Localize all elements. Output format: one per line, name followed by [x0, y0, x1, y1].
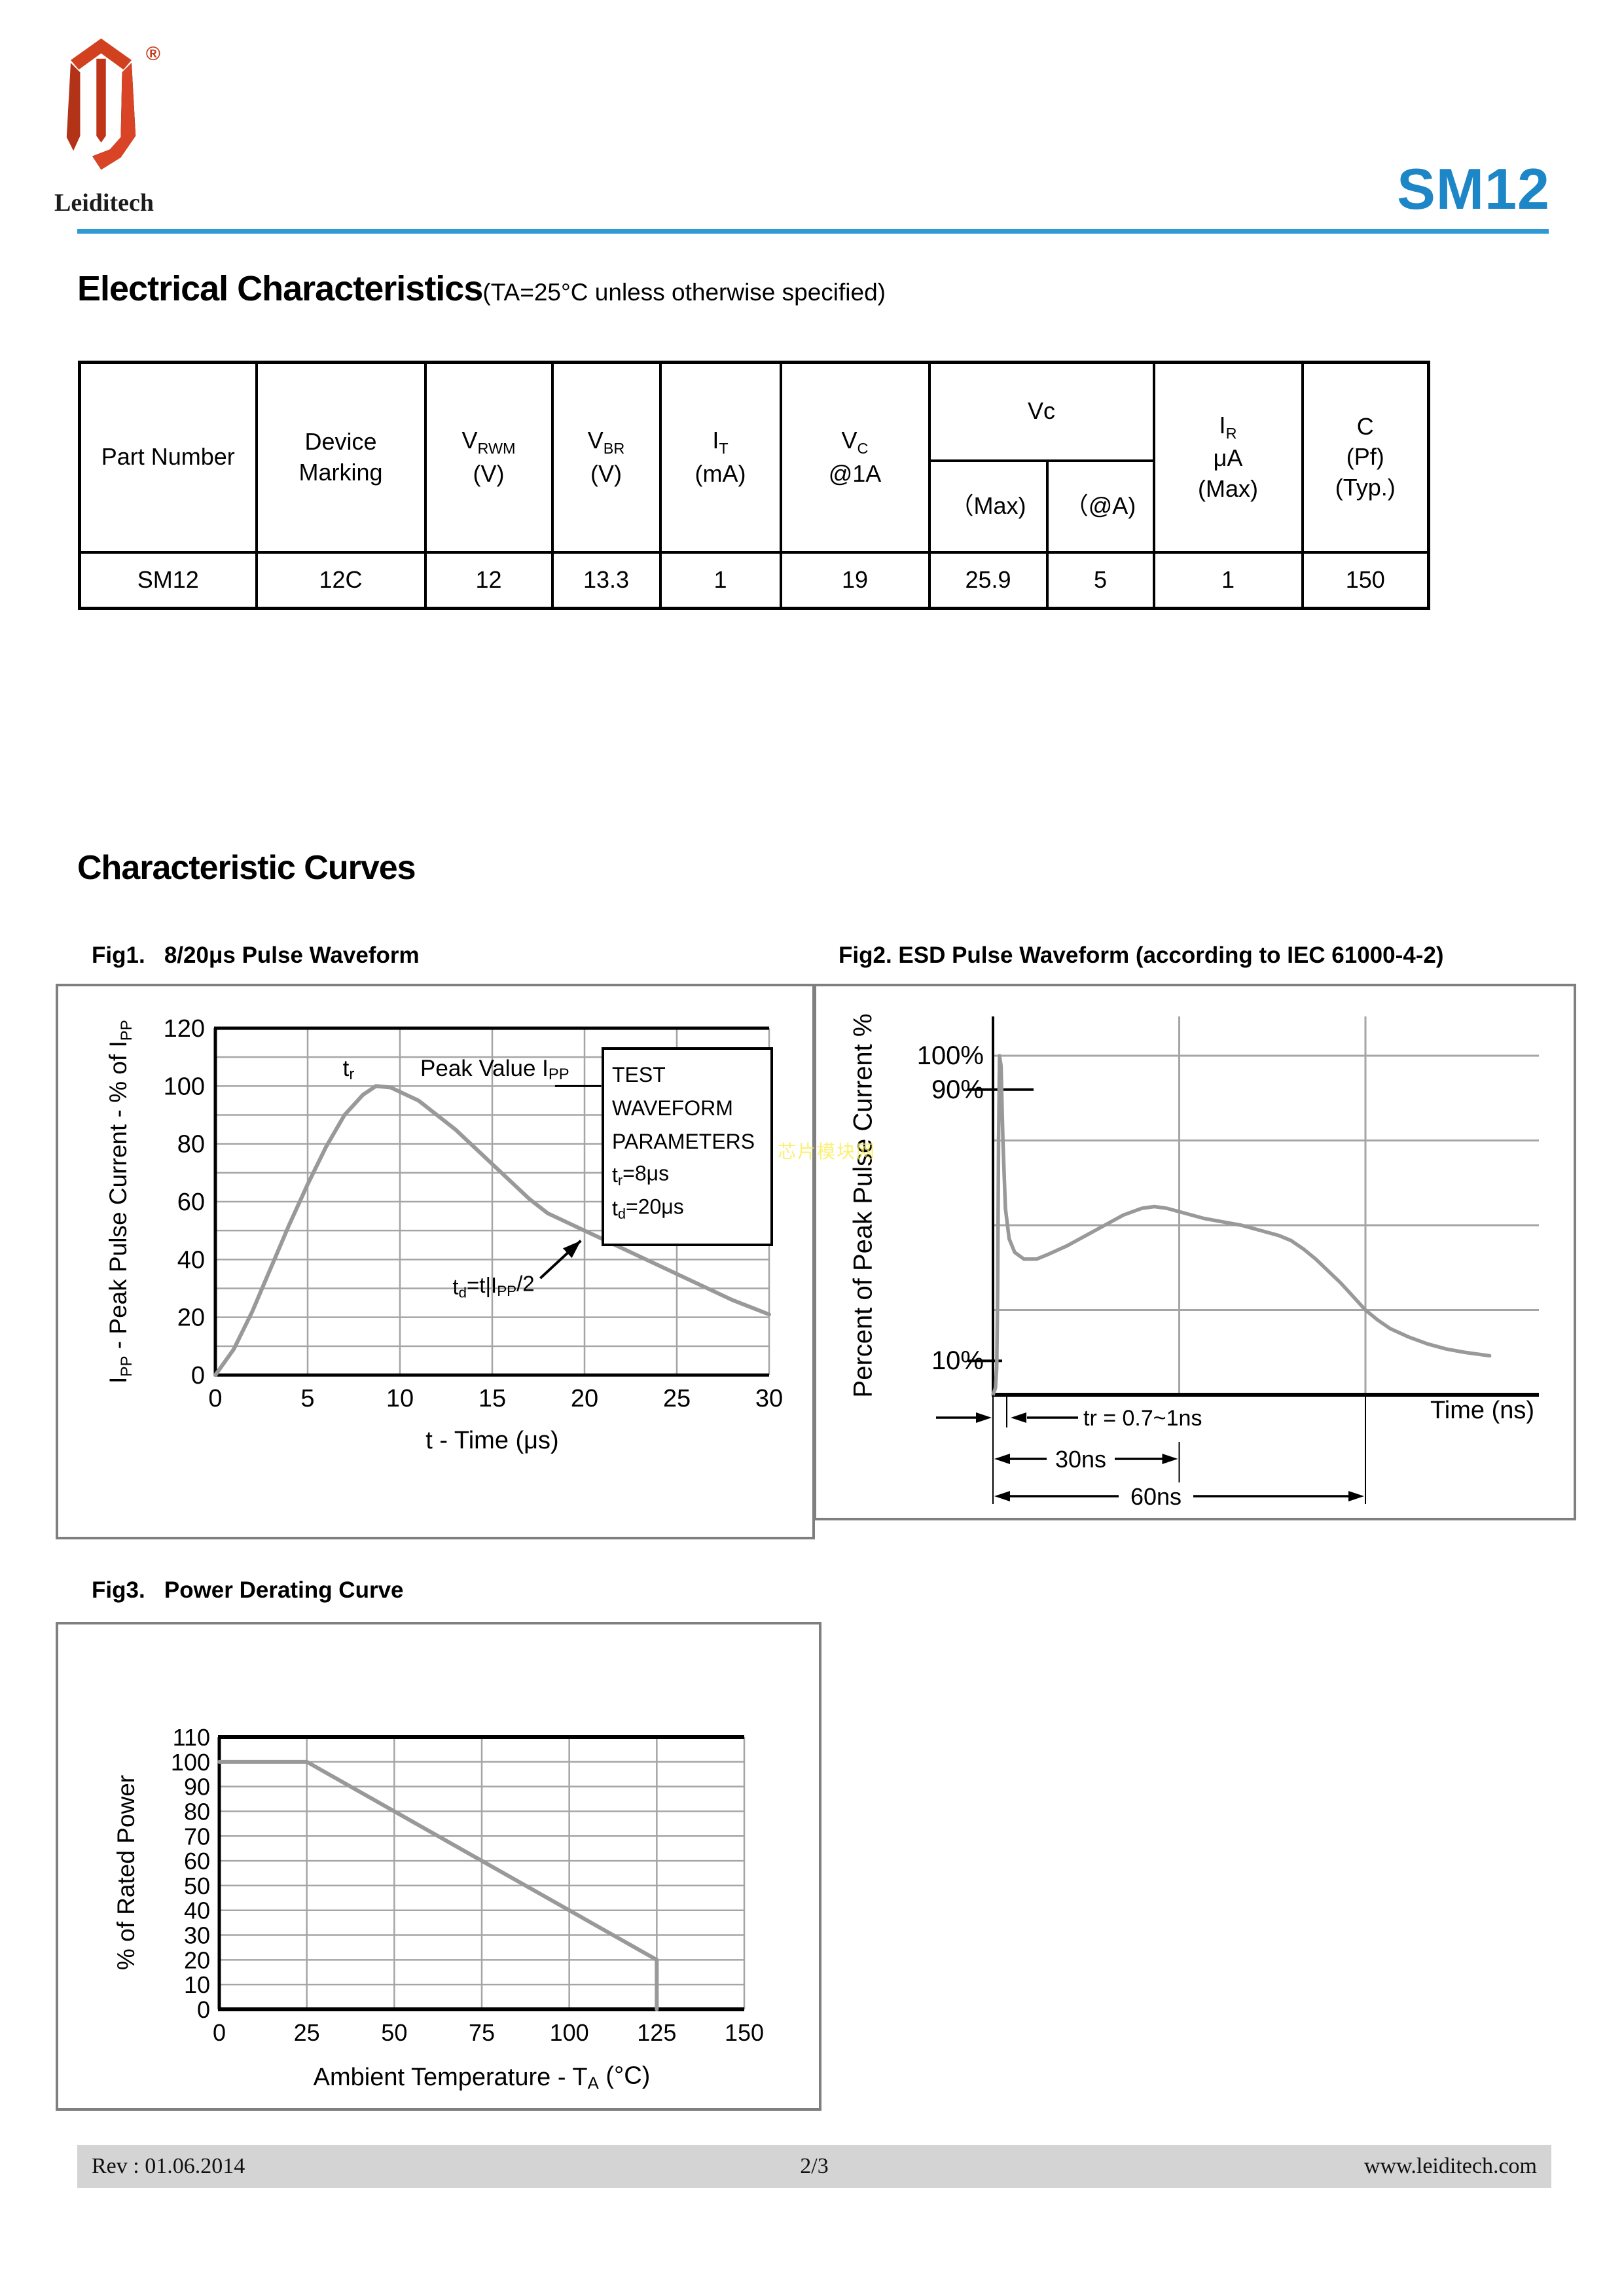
svg-text:25: 25 [663, 1385, 691, 1412]
svg-text:10: 10 [386, 1385, 414, 1412]
col-header-part-number: Part Number [78, 361, 258, 554]
svg-text:60: 60 [177, 1189, 205, 1216]
leiditech-logo-icon [66, 38, 136, 170]
svg-text:80: 80 [184, 1798, 210, 1825]
svg-text:0: 0 [213, 2019, 226, 2046]
svg-text:Ambient Temperature - TA (°C): Ambient Temperature - TA (°C) [314, 2062, 651, 2092]
cell-it: 1 [659, 550, 782, 610]
cell-device-marking: 12C [255, 550, 427, 610]
col-header-device-marking: Device Marking [255, 361, 427, 554]
col-header-vc-max: （Max) [928, 459, 1049, 554]
svg-text:75: 75 [469, 2019, 495, 2046]
section-title-electrical: Electrical Characteristics(TA=25°C unles… [77, 268, 886, 309]
svg-text:td=20μs: td=20μs [612, 1195, 684, 1222]
cell-vbr: 13.3 [550, 550, 662, 610]
svg-text:Time (ns): Time (ns) [1430, 1397, 1534, 1424]
svg-text:25: 25 [294, 2019, 320, 2046]
footer-website: www.leiditech.com [1363, 2154, 1537, 2178]
fig2-y-axis-label: Percent of Peak Pulse Current % [848, 1013, 878, 1398]
svg-text:70: 70 [184, 1823, 210, 1850]
fig2-title: Fig2. ESD Pulse Waveform (according to I… [839, 942, 1444, 968]
page-title-part-number: SM12 [1397, 156, 1550, 221]
svg-text:Peak Value IPP: Peak Value IPP [420, 1056, 569, 1083]
electrical-title: Electrical Characteristics [77, 269, 483, 308]
cell-vc-max: 25.9 [928, 550, 1049, 610]
cell-vrwm: 12 [424, 550, 554, 610]
cell-part-number: SM12 [78, 550, 258, 610]
fig3-title: Fig3. Power Derating Curve [92, 1577, 404, 1603]
svg-text:20: 20 [184, 1946, 210, 1973]
fig1-title: Fig1. 8/20μs Pulse Waveform [92, 942, 420, 968]
cell-c: 150 [1301, 550, 1430, 610]
table-row: SM12 12C 12 13.3 1 19 25.9 5 1 150 [78, 550, 1430, 610]
col-header-vc-1a: VC @1A [779, 361, 931, 554]
svg-text:t - Time (μs): t - Time (μs) [425, 1427, 558, 1454]
svg-text:120: 120 [164, 1015, 205, 1043]
svg-text:100: 100 [550, 2019, 589, 2046]
electrical-characteristics-table: Part Number Device Marking VRWM (V) VBR (V)… [78, 361, 1431, 610]
leiditech-logo: ® Leiditech [50, 25, 162, 221]
svg-text:150: 150 [725, 2019, 764, 2046]
col-header-vc: Vc [928, 361, 1155, 462]
svg-text:15: 15 [478, 1385, 506, 1412]
svg-text:110: 110 [173, 1724, 210, 1751]
svg-text:90: 90 [184, 1774, 210, 1801]
svg-text:40: 40 [177, 1246, 205, 1274]
col-header-vbr: VBR (V) [550, 361, 662, 554]
cell-vc-1a: 19 [779, 550, 931, 610]
fig2-chart: 100% 90% 10% Time (ns) tr = 0.7~1ns 30ns 60ns … [814, 984, 1576, 1520]
svg-text:tr: tr [343, 1056, 355, 1083]
svg-text:100%: 100% [917, 1041, 984, 1070]
fig3-y-axis-label: % of Rated Power [113, 1774, 139, 1971]
fig3-chart: 0 10 20 30 40 50 60 70 80 90 100 110 0 25 50 75 100 125 15… [56, 1622, 821, 2111]
svg-text:TEST: TEST [612, 1063, 666, 1086]
footer-revision: Rev : 01.06.2014 [92, 2154, 245, 2178]
section-title-curves: Characteristic Curves [77, 849, 416, 887]
col-header-vc-a: （@A) [1045, 459, 1155, 554]
svg-text:30ns: 30ns [1055, 1446, 1106, 1473]
svg-text:60: 60 [184, 1848, 210, 1874]
svg-text:30: 30 [755, 1385, 783, 1412]
fig1-plot: 0 20 40 60 80 100 120 0 5 10 15 20 25 30 t - Time (μs)… [164, 1015, 784, 1454]
svg-text:40: 40 [184, 1897, 210, 1924]
svg-text:10: 10 [184, 1971, 210, 1998]
fig1-y-axis-label: IPP - Peak Pulse Current - % of IPP [104, 1020, 136, 1384]
svg-text:0: 0 [197, 1996, 210, 2023]
cell-vc-a: 5 [1045, 550, 1155, 610]
footer-page-number: 2/3 [800, 2154, 829, 2178]
brand-name: Leiditech [54, 189, 154, 217]
registered-trademark-icon: ® [145, 43, 160, 65]
svg-text:WAVEFORM: WAVEFORM [612, 1096, 733, 1120]
header-divider [77, 229, 1549, 234]
svg-text:50: 50 [381, 2019, 407, 2046]
col-header-it: IT (mA) [659, 361, 782, 554]
col-header-vrwm: VRWM (V) [424, 361, 554, 554]
svg-text:tr = 0.7~1ns: tr = 0.7~1ns [1083, 1406, 1202, 1431]
electrical-subtitle: (TA=25°C unless otherwise specified) [482, 279, 886, 306]
svg-text:PARAMETERS: PARAMETERS [612, 1130, 755, 1153]
svg-text:80: 80 [177, 1131, 205, 1158]
svg-text:tr=8μs: tr=8μs [612, 1162, 669, 1189]
svg-text:125: 125 [637, 2019, 676, 2046]
svg-text:60ns: 60ns [1130, 1483, 1182, 1510]
fig1-chart: 0 20 40 60 80 100 120 0 5 10 15 20 25 30 t - Time (μs)… [56, 984, 815, 1539]
footer-bar: Rev : 01.06.2014 2/3 www.leiditech.com [77, 2145, 1551, 2188]
svg-text:30: 30 [184, 1922, 210, 1949]
col-header-ir: IR μA (Max) [1152, 361, 1304, 554]
svg-text:5: 5 [300, 1385, 314, 1412]
svg-text:td=t|IPP/2: td=t|IPP/2 [452, 1272, 534, 1301]
col-header-c: C (Pf) (Typ.) [1301, 361, 1430, 554]
watermark: 芯片模块网 [778, 1141, 876, 1162]
svg-text:100: 100 [164, 1073, 205, 1100]
svg-text:20: 20 [571, 1385, 598, 1412]
svg-text:0: 0 [191, 1362, 205, 1390]
cell-ir: 1 [1152, 550, 1304, 610]
svg-text:20: 20 [177, 1304, 205, 1332]
svg-text:0: 0 [208, 1385, 222, 1412]
svg-text:100: 100 [171, 1749, 210, 1776]
svg-text:50: 50 [184, 1873, 210, 1899]
